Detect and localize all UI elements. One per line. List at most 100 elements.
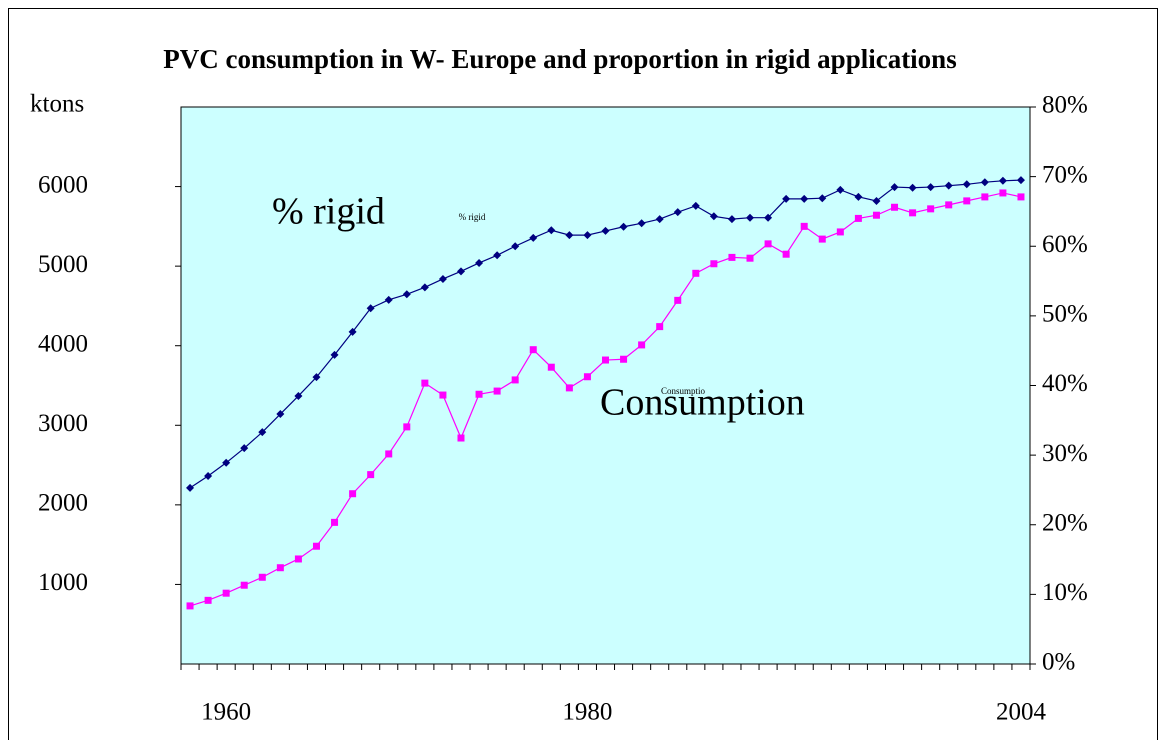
- marker: [403, 423, 411, 431]
- marker: [944, 181, 953, 190]
- y-tick-label: 5000: [38, 251, 88, 278]
- marker: [529, 346, 537, 354]
- marker: [655, 215, 664, 224]
- frame: [8, 8, 1158, 740]
- marker: [312, 373, 321, 382]
- y2-tick-label: 0%: [1042, 649, 1075, 676]
- marker: [673, 208, 682, 217]
- y-axis-label: ktons: [30, 91, 84, 118]
- marker: [258, 573, 266, 581]
- marker: [890, 183, 899, 192]
- marker: [493, 251, 502, 260]
- marker: [872, 211, 880, 219]
- marker: [782, 250, 790, 258]
- marker: [691, 201, 700, 210]
- marker: [746, 213, 755, 222]
- y2-tick-label: 40%: [1042, 370, 1088, 397]
- marker: [728, 253, 736, 261]
- marker: [330, 350, 339, 359]
- marker: [891, 203, 899, 211]
- marker: [475, 390, 483, 398]
- marker: [475, 258, 484, 267]
- marker: [456, 267, 465, 276]
- marker: [366, 304, 375, 313]
- marker: [962, 180, 971, 189]
- y2-tick-label: 60%: [1042, 231, 1088, 258]
- marker: [276, 410, 285, 419]
- marker: [980, 178, 989, 187]
- marker: [998, 176, 1007, 185]
- marker: [656, 323, 664, 331]
- marker: [186, 483, 195, 492]
- marker: [710, 260, 718, 268]
- marker: [439, 391, 447, 399]
- y-tick-label: 2000: [38, 490, 88, 517]
- marker: [601, 226, 610, 235]
- marker: [1017, 193, 1025, 201]
- marker: [999, 189, 1007, 197]
- x-tick-label: 2004: [996, 699, 1047, 726]
- y-tick-label: 4000: [38, 330, 88, 357]
- marker: [240, 581, 248, 589]
- marker: [583, 373, 591, 381]
- marker: [294, 391, 303, 400]
- marker: [438, 274, 447, 283]
- marker: [385, 450, 393, 458]
- x-tick-label: 1980: [562, 699, 612, 726]
- y-tick-label: 1000: [38, 569, 88, 596]
- marker: [872, 196, 881, 205]
- plot-area: [180, 106, 1031, 665]
- marker: [764, 240, 772, 248]
- marker: [854, 192, 863, 201]
- marker: [547, 363, 555, 371]
- y-tick-label: 6000: [38, 171, 88, 198]
- marker: [348, 327, 357, 336]
- marker: [709, 212, 718, 221]
- series-label: % rigid: [459, 212, 486, 222]
- marker: [908, 183, 917, 192]
- marker: [583, 231, 592, 240]
- marker: [620, 355, 628, 363]
- marker: [222, 589, 230, 597]
- marker: [854, 214, 862, 222]
- y-tick-label: 3000: [38, 410, 88, 437]
- marker: [402, 290, 411, 299]
- marker: [294, 555, 302, 563]
- y2-tick-label: 10%: [1042, 579, 1088, 606]
- marker: [349, 490, 357, 498]
- marker: [818, 235, 826, 243]
- marker: [384, 295, 393, 304]
- marker: [927, 205, 935, 213]
- y2-tick-label: 20%: [1042, 509, 1088, 536]
- y2-tick-label: 30%: [1042, 440, 1088, 467]
- marker: [276, 564, 284, 572]
- series-label: Consumptio: [661, 386, 706, 396]
- marker: [367, 471, 375, 479]
- marker: [727, 215, 736, 224]
- marker: [204, 472, 213, 481]
- annotation: % rigid: [272, 191, 385, 233]
- annotation: Consumption: [600, 382, 805, 424]
- marker: [692, 269, 700, 277]
- marker: [511, 376, 519, 384]
- marker: [457, 434, 465, 442]
- marker: [764, 213, 773, 222]
- marker: [421, 379, 429, 387]
- marker: [529, 233, 538, 242]
- marker: [926, 183, 935, 192]
- chart-title: PVC consumption in W- Europe and proport…: [163, 44, 956, 74]
- y2-tick-label: 50%: [1042, 301, 1088, 328]
- marker: [909, 209, 917, 217]
- marker: [782, 194, 791, 203]
- y2-tick-label: 80%: [1042, 92, 1088, 119]
- marker: [186, 602, 194, 610]
- marker: [619, 222, 628, 231]
- marker: [963, 197, 971, 205]
- marker: [565, 231, 574, 240]
- marker: [547, 226, 556, 235]
- marker: [258, 428, 267, 437]
- marker: [204, 596, 212, 604]
- marker: [638, 341, 646, 349]
- marker: [240, 444, 249, 453]
